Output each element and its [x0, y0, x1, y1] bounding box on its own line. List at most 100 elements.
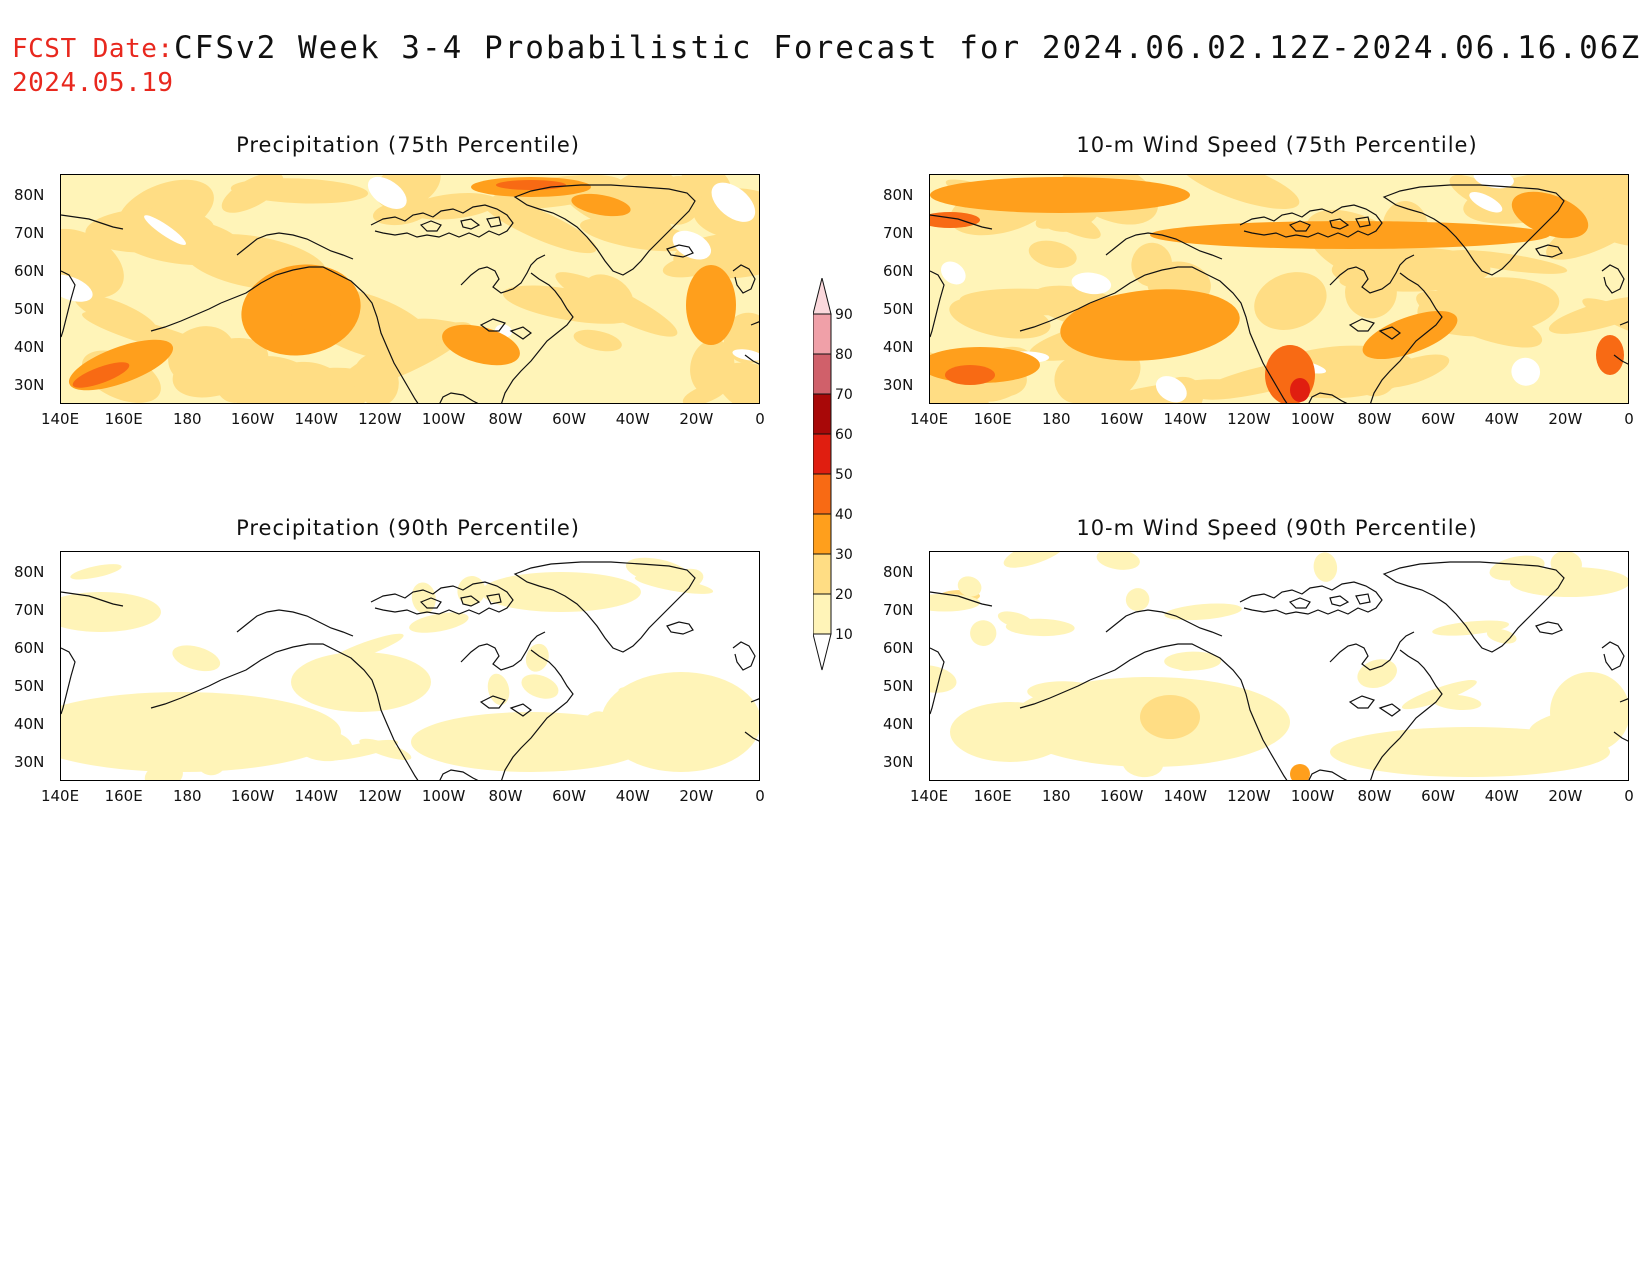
- coastline: [930, 591, 993, 607]
- colorbar-segment: [812, 353, 832, 395]
- lat-tick-label: 80N: [14, 563, 45, 581]
- probability-shade: [1550, 552, 1582, 577]
- coastline: [370, 204, 514, 238]
- probability-shade: [945, 365, 995, 385]
- probability-shade: [372, 201, 429, 226]
- lon-tick-label: 100W: [1290, 787, 1335, 805]
- probability-shade: [970, 620, 997, 646]
- coastline: [1601, 641, 1625, 671]
- probability-shade: [672, 230, 712, 260]
- coastline: [419, 220, 442, 232]
- probability-shade: [1005, 618, 1075, 637]
- coastline: [1089, 266, 1288, 403]
- colorbar-segment: [812, 433, 832, 475]
- colorbar-segment: [812, 513, 832, 555]
- map-field-svg: [930, 175, 1628, 403]
- lon-tick-label: 140W: [294, 787, 338, 805]
- lon-tick-label: 180: [172, 410, 202, 428]
- lat-tick-label: 50N: [14, 677, 45, 695]
- probability-shade: [291, 652, 431, 712]
- lon-tick-label: 0: [755, 787, 765, 805]
- lon-tick-label: 60W: [552, 787, 587, 805]
- lon-tick-label: 40W: [1484, 787, 1519, 805]
- lon-tick-label: 160E: [973, 787, 1012, 805]
- probability-shade: [645, 693, 706, 716]
- lon-tick-label: 160E: [104, 410, 143, 428]
- probability-shade: [579, 217, 696, 252]
- coastline: [236, 609, 354, 637]
- probability-shade: [1357, 659, 1397, 689]
- probability-shade: [1401, 680, 1477, 710]
- lon-tick-label: 0: [1624, 787, 1634, 805]
- coastline: [1382, 184, 1565, 276]
- lon-tick-label: 20W: [679, 787, 714, 805]
- lat-tick-label: 60N: [14, 639, 45, 657]
- probability-shade: [409, 612, 469, 633]
- probability-shade: [1122, 750, 1164, 778]
- coastline: [1619, 321, 1628, 326]
- coastline: [1378, 326, 1401, 340]
- coastline: [1613, 354, 1628, 365]
- map-field-svg: [930, 552, 1628, 780]
- lat-tick-label: 70N: [14, 224, 45, 242]
- coastline: [220, 266, 419, 403]
- coastline: [1288, 597, 1311, 609]
- lon-tick-label: 80W: [1357, 410, 1392, 428]
- coastline: [460, 595, 481, 607]
- coastline: [1019, 302, 1091, 332]
- coastline: [1239, 581, 1383, 615]
- probability-shade: [487, 673, 510, 706]
- probability-shade: [153, 248, 275, 268]
- coastline: [1355, 216, 1371, 228]
- probability-shade: [291, 300, 331, 330]
- panel-title-precip-90: Precipitation (90th Percentile): [236, 516, 580, 540]
- probability-shade: [250, 710, 282, 721]
- probability-shade: [732, 349, 759, 361]
- probability-shade: [353, 354, 399, 403]
- probability-shade: [144, 762, 183, 780]
- probability-shade: [571, 193, 631, 217]
- probability-shade: [1140, 695, 1200, 739]
- lon-tick-label: 120W: [358, 787, 402, 805]
- lat-tick-label: 60N: [883, 262, 914, 280]
- colorbar-tick-label: 10: [835, 627, 853, 643]
- colorbar-svg: 10 20 30 40 50 60 70 80 90: [812, 277, 853, 671]
- coastline: [666, 621, 694, 635]
- coastline: [439, 392, 479, 403]
- colorbar-tick-label: 60: [835, 427, 853, 443]
- coastline: [236, 232, 354, 260]
- coastline: [419, 597, 442, 609]
- coastline: [61, 591, 124, 607]
- probability-shade: [480, 196, 597, 254]
- probability-shade: [126, 189, 165, 215]
- lat-tick-label: 70N: [883, 224, 914, 242]
- probability-shade: [1469, 192, 1503, 213]
- probability-shade: [1596, 335, 1624, 375]
- probability-shade: [1473, 175, 1514, 189]
- probability-shade: [177, 739, 199, 750]
- probability-shade: [481, 572, 641, 612]
- coastline: [61, 214, 124, 230]
- lon-tick-label: 140E: [40, 410, 80, 428]
- probability-shade: [61, 274, 93, 302]
- lon-tick-label: 80W: [1357, 787, 1392, 805]
- probability-shade: [1550, 672, 1628, 752]
- lon-tick-label: 120W: [358, 410, 402, 428]
- probability-shade: [1003, 552, 1068, 568]
- coastline: [1535, 621, 1563, 635]
- colorbar-segment: [812, 393, 832, 435]
- probability-shade: [1510, 567, 1628, 597]
- colorbar-tick-label: 80: [835, 347, 853, 363]
- probability-shade: [1071, 272, 1112, 295]
- probability-shade: [583, 711, 614, 741]
- lat-tick-label: 30N: [883, 376, 914, 394]
- probability-shade: [957, 576, 982, 597]
- lon-tick-label: 160E: [973, 410, 1012, 428]
- lon-tick-label: 140W: [1163, 787, 1207, 805]
- lon-tick-label: 160E: [104, 787, 143, 805]
- coastline: [1329, 254, 1415, 294]
- colorbar-bottom-arrow: [812, 633, 832, 671]
- lon-tick-label: 140E: [909, 787, 949, 805]
- lon-tick-label: 180: [172, 787, 202, 805]
- lat-tick-label: 50N: [883, 677, 914, 695]
